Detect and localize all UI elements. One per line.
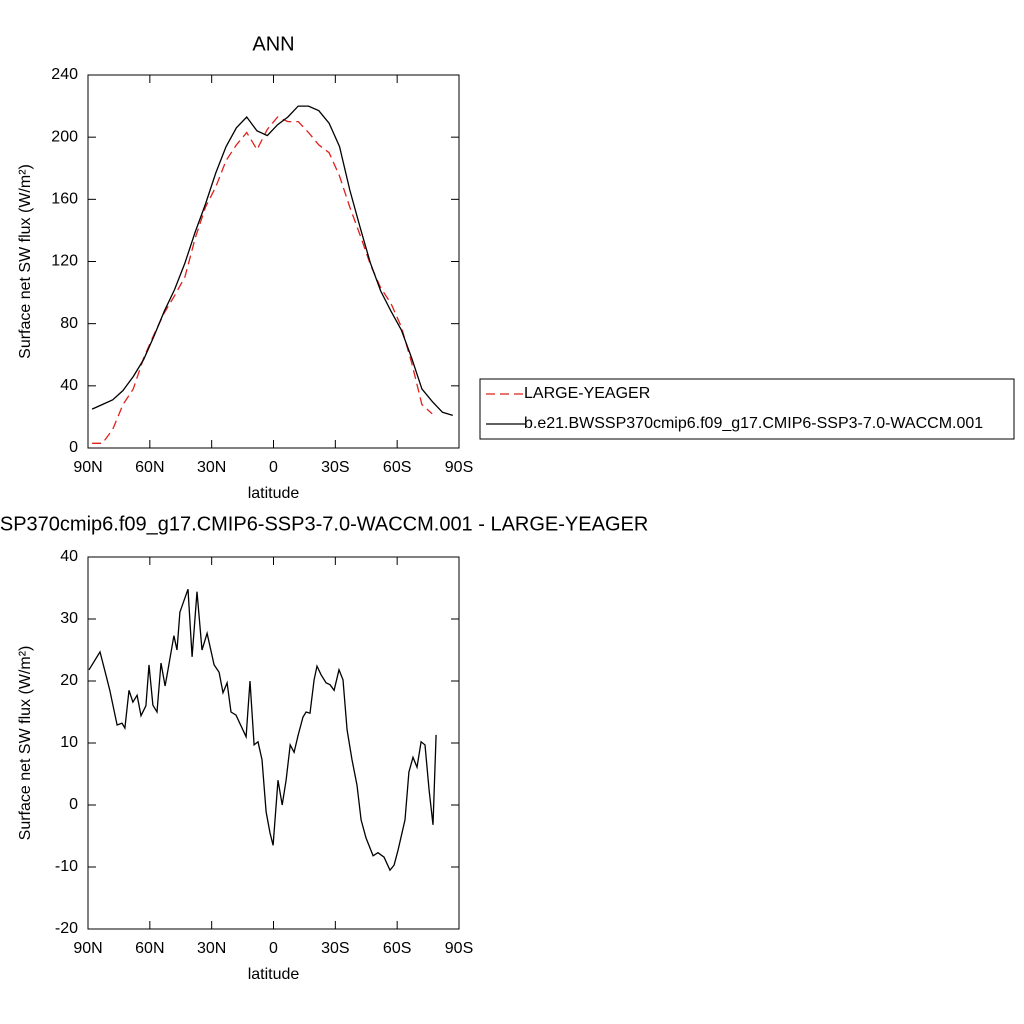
x-tick-label: 30N xyxy=(197,940,226,957)
series-line xyxy=(92,116,433,444)
y-tick-label: 80 xyxy=(60,315,78,332)
y-tick-label: 20 xyxy=(60,672,78,689)
series-line xyxy=(91,105,453,417)
x-tick-label: 0 xyxy=(269,940,278,957)
y-axis-label: Surface net SW flux (W/m²) xyxy=(17,646,34,841)
y-tick-label: 10 xyxy=(60,734,78,751)
x-axis-label: latitude xyxy=(248,485,300,502)
y-tick-label: 200 xyxy=(51,128,78,145)
y-tick-label: 120 xyxy=(51,253,78,270)
x-tick-label: 60N xyxy=(135,459,164,476)
chart-title: b.e21.BWSSP370cmip6.f09_g17.CMIP6-SSP3-7… xyxy=(0,513,648,535)
x-tick-label: 90S xyxy=(445,459,473,476)
x-tick-label: 30N xyxy=(197,459,226,476)
chart-title: ANN xyxy=(252,33,294,55)
x-tick-label: 30S xyxy=(321,459,349,476)
y-tick-label: 240 xyxy=(51,66,78,83)
y-tick-label: 0 xyxy=(69,796,78,813)
plot-frame xyxy=(87,556,460,930)
y-tick-label: 160 xyxy=(51,191,78,208)
y-tick-label: 40 xyxy=(60,548,78,565)
x-tick-label: 30S xyxy=(321,940,349,957)
legend-box xyxy=(479,378,1015,440)
x-tick-label: 90N xyxy=(73,940,102,957)
x-tick-label: 0 xyxy=(269,459,278,476)
y-axis-label: Surface net SW flux (W/m²) xyxy=(17,164,34,359)
y-tick-label: -10 xyxy=(55,858,78,875)
x-axis-label: latitude xyxy=(248,966,300,983)
x-tick-label: 60N xyxy=(135,940,164,957)
x-tick-label: 90S xyxy=(445,940,473,957)
y-tick-label: -20 xyxy=(55,920,78,937)
plot-frame xyxy=(87,74,460,449)
legend-label: LARGE-YEAGER xyxy=(524,385,650,402)
x-tick-label: 60S xyxy=(383,940,411,957)
x-tick-label: 60S xyxy=(383,459,411,476)
legend-label: b.e21.BWSSP370cmip6.f09_g17.CMIP6-SSP3-7… xyxy=(524,415,983,432)
y-tick-label: 30 xyxy=(60,610,78,627)
x-tick-label: 90N xyxy=(73,459,102,476)
y-tick-label: 0 xyxy=(69,439,78,456)
series-line xyxy=(88,588,437,872)
y-tick-label: 40 xyxy=(60,377,78,394)
